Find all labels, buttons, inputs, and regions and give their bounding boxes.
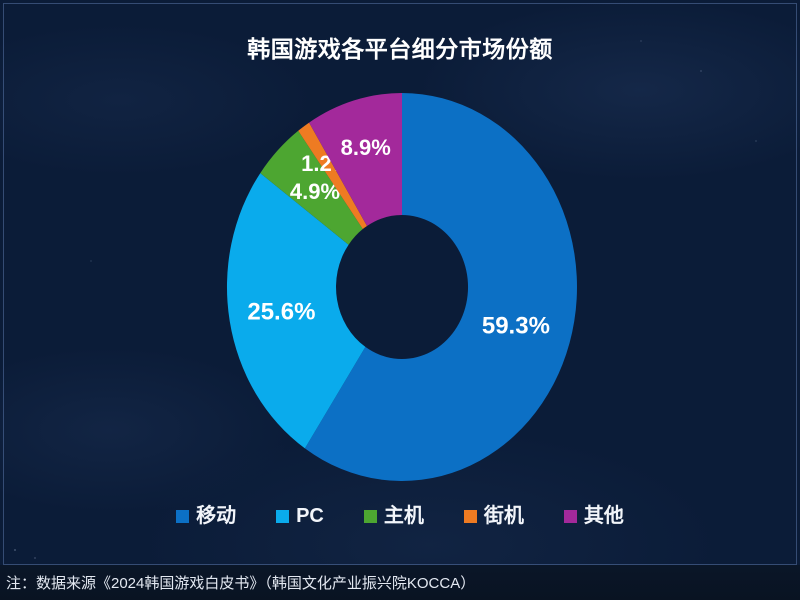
chart-title: 韩国游戏各平台细分市场份额	[247, 36, 553, 62]
chart-legend: 移动 PC 主机 街机 其他	[0, 503, 800, 529]
legend-swatch-other-icon	[563, 509, 577, 523]
legend-swatch-arcade-icon	[463, 509, 477, 523]
caption-band: 注：数据来源《2024韩国游戏白皮书》（韩国文化产业振兴院KOCCA）	[0, 565, 800, 600]
slice-console	[260, 130, 363, 245]
legend-label-mobile: 移动	[196, 505, 237, 527]
legend-item-other: 其他	[563, 505, 624, 527]
source-note: 注：数据来源《2024韩国游戏白皮书》（韩国文化产业振兴院KOCCA）	[6, 575, 476, 592]
legend-item-arcade: 街机	[463, 505, 524, 527]
legend-swatch-pc-icon	[276, 509, 290, 523]
legend-label-pc: PC	[296, 505, 324, 527]
legend-swatch-console-icon	[363, 509, 377, 523]
legend-item-pc: PC	[276, 506, 324, 526]
legend-label-arcade: 街机	[483, 505, 524, 527]
slice-label-other: 8.9%	[341, 135, 391, 160]
legend-item-mobile: 移动	[176, 506, 236, 526]
legend-swatch-mobile-icon	[176, 509, 190, 523]
legend-label-console: 主机	[383, 505, 424, 527]
slice-pc	[226, 173, 366, 449]
slice-label-console: 4.9%	[290, 179, 340, 204]
legend-item-console: 主机	[363, 505, 424, 527]
slice-label-pc: 25.6%	[247, 298, 315, 325]
slice-label-mobile: 59.3%	[482, 313, 550, 340]
slice-other	[309, 93, 402, 226]
legend-label-other: 其他	[583, 505, 624, 527]
slice-mobile	[304, 93, 577, 481]
slice-arcade	[298, 122, 367, 229]
